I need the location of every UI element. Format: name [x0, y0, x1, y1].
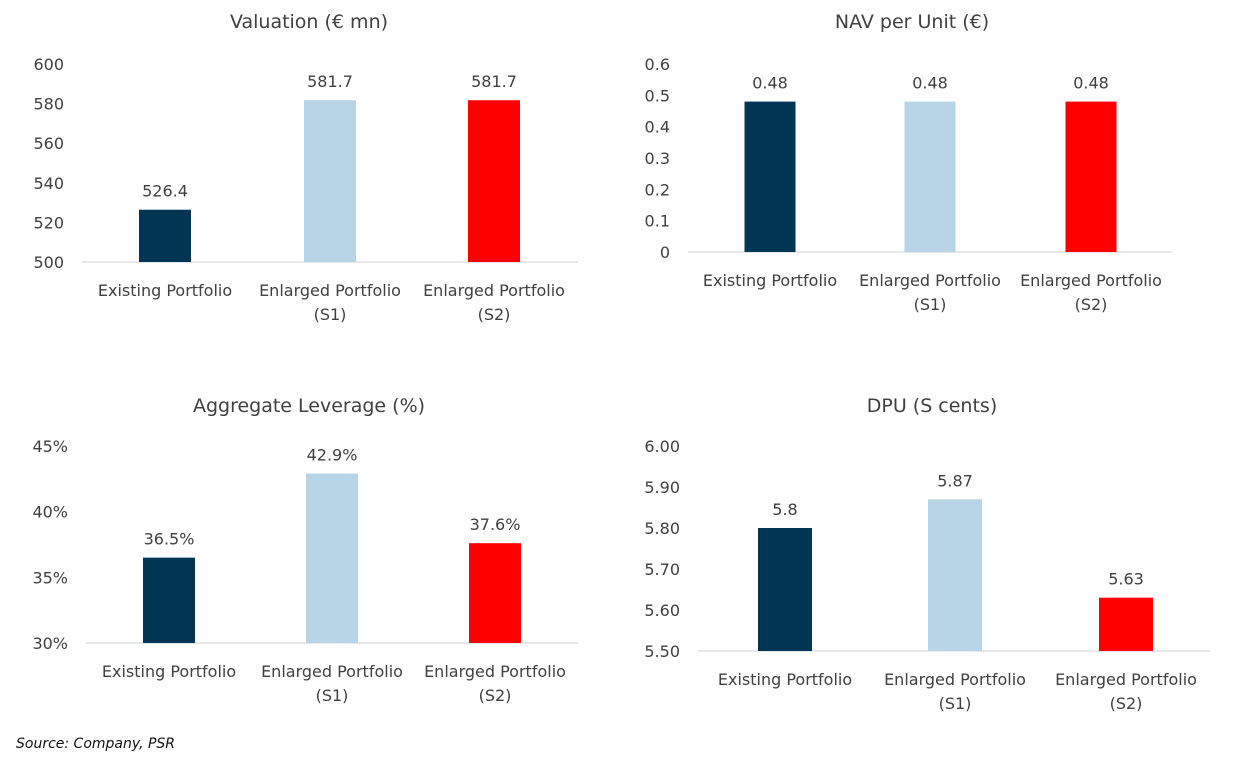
category-label-line: (S2) — [1075, 295, 1108, 314]
chart-title: Valuation (€ mn) — [230, 11, 388, 33]
chart-title: Aggregate Leverage (%) — [193, 395, 425, 417]
y-tick-label: 0.6 — [645, 55, 670, 74]
bar — [306, 473, 358, 643]
y-tick-label: 5.80 — [644, 519, 680, 538]
data-label: 5.63 — [1108, 570, 1144, 589]
category-label-line: Enlarged Portfolio — [424, 662, 566, 681]
category-label: Existing Portfolio — [98, 281, 232, 300]
category-label: Enlarged Portfolio (S2) — [1020, 271, 1162, 314]
category-label-line: Existing Portfolio — [703, 271, 837, 290]
category-label-line: Enlarged Portfolio — [259, 281, 401, 300]
y-tick-label: 500 — [33, 253, 64, 272]
y-tick-label: 0 — [660, 243, 670, 262]
category-label-line: Existing Portfolio — [718, 670, 852, 689]
y-tick-label: 35% — [32, 568, 68, 587]
y-tick-label: 45% — [32, 437, 68, 456]
data-label: 0.48 — [752, 74, 788, 93]
y-tick-label: 600 — [33, 55, 64, 74]
data-label: 5.87 — [937, 471, 973, 490]
category-label: Existing Portfolio — [102, 662, 236, 681]
y-tick-label: 30% — [32, 634, 68, 653]
y-tick-label: 6.00 — [644, 437, 680, 456]
bar — [758, 528, 812, 651]
y-tick-label: 560 — [33, 134, 64, 153]
category-label-line: Existing Portfolio — [98, 281, 232, 300]
category-label-line: (S2) — [478, 305, 511, 324]
bar — [468, 100, 520, 262]
y-tick-label: 0.4 — [645, 118, 670, 137]
y-tick-label: 540 — [33, 174, 64, 193]
data-label: 581.7 — [471, 72, 517, 91]
category-label-line: (S1) — [939, 694, 972, 713]
category-label-line: (S1) — [914, 295, 947, 314]
data-label: 526.4 — [142, 182, 188, 201]
bar — [1065, 101, 1117, 252]
category-label-line: Existing Portfolio — [102, 662, 236, 681]
category-label-line: (S1) — [314, 305, 347, 324]
bar — [744, 101, 796, 252]
category-label-line: Enlarged Portfolio — [884, 670, 1026, 689]
bar — [928, 499, 982, 651]
category-label: Enlarged Portfolio (S1) — [259, 281, 401, 324]
category-label: Enlarged Portfolio (S1) — [884, 670, 1026, 713]
data-label: 36.5% — [144, 530, 195, 549]
category-label: Enlarged Portfolio (S2) — [423, 281, 565, 324]
category-label-line: Enlarged Portfolio — [261, 662, 403, 681]
category-label: Enlarged Portfolio (S1) — [859, 271, 1001, 314]
bar — [143, 557, 195, 643]
data-label: 37.6% — [470, 515, 521, 534]
category-label-line: Enlarged Portfolio — [1020, 271, 1162, 290]
y-tick-label: 0.2 — [645, 180, 670, 199]
category-label-line: Enlarged Portfolio — [1055, 670, 1197, 689]
bar — [1099, 597, 1153, 651]
bar — [469, 543, 521, 643]
bar — [904, 101, 956, 252]
category-label: Enlarged Portfolio (S2) — [424, 662, 566, 705]
category-label: Existing Portfolio — [718, 670, 852, 689]
y-tick-label: 580 — [33, 95, 64, 114]
category-label-line: (S2) — [1110, 694, 1143, 713]
chart-title: NAV per Unit (€) — [835, 11, 989, 33]
category-label-line: Enlarged Portfolio — [423, 281, 565, 300]
bar — [304, 100, 356, 262]
data-label: 0.48 — [912, 74, 948, 93]
chart-title: DPU (S cents) — [867, 395, 998, 417]
y-tick-label: 5.50 — [644, 642, 680, 661]
category-label-line: (S1) — [316, 686, 349, 705]
y-tick-label: 520 — [33, 213, 64, 232]
category-label: Enlarged Portfolio (S1) — [261, 662, 403, 705]
bar — [139, 209, 191, 262]
y-tick-label: 5.60 — [644, 601, 680, 620]
category-label-line: Enlarged Portfolio — [859, 271, 1001, 290]
source-note: Source: Company, PSR — [16, 736, 176, 752]
data-label: 42.9% — [307, 446, 358, 465]
y-tick-label: 5.70 — [644, 560, 680, 579]
y-tick-label: 5.90 — [644, 478, 680, 497]
category-label: Enlarged Portfolio (S2) — [1055, 670, 1197, 713]
y-tick-label: 0.3 — [645, 149, 670, 168]
data-label: 0.48 — [1073, 74, 1109, 93]
data-label: 5.8 — [772, 500, 797, 519]
y-tick-label: 40% — [32, 503, 68, 522]
category-label-line: (S2) — [479, 686, 512, 705]
y-tick-label: 0.5 — [645, 86, 670, 105]
category-label: Existing Portfolio — [703, 271, 837, 290]
y-tick-label: 0.1 — [645, 212, 670, 231]
data-label: 581.7 — [307, 72, 353, 91]
